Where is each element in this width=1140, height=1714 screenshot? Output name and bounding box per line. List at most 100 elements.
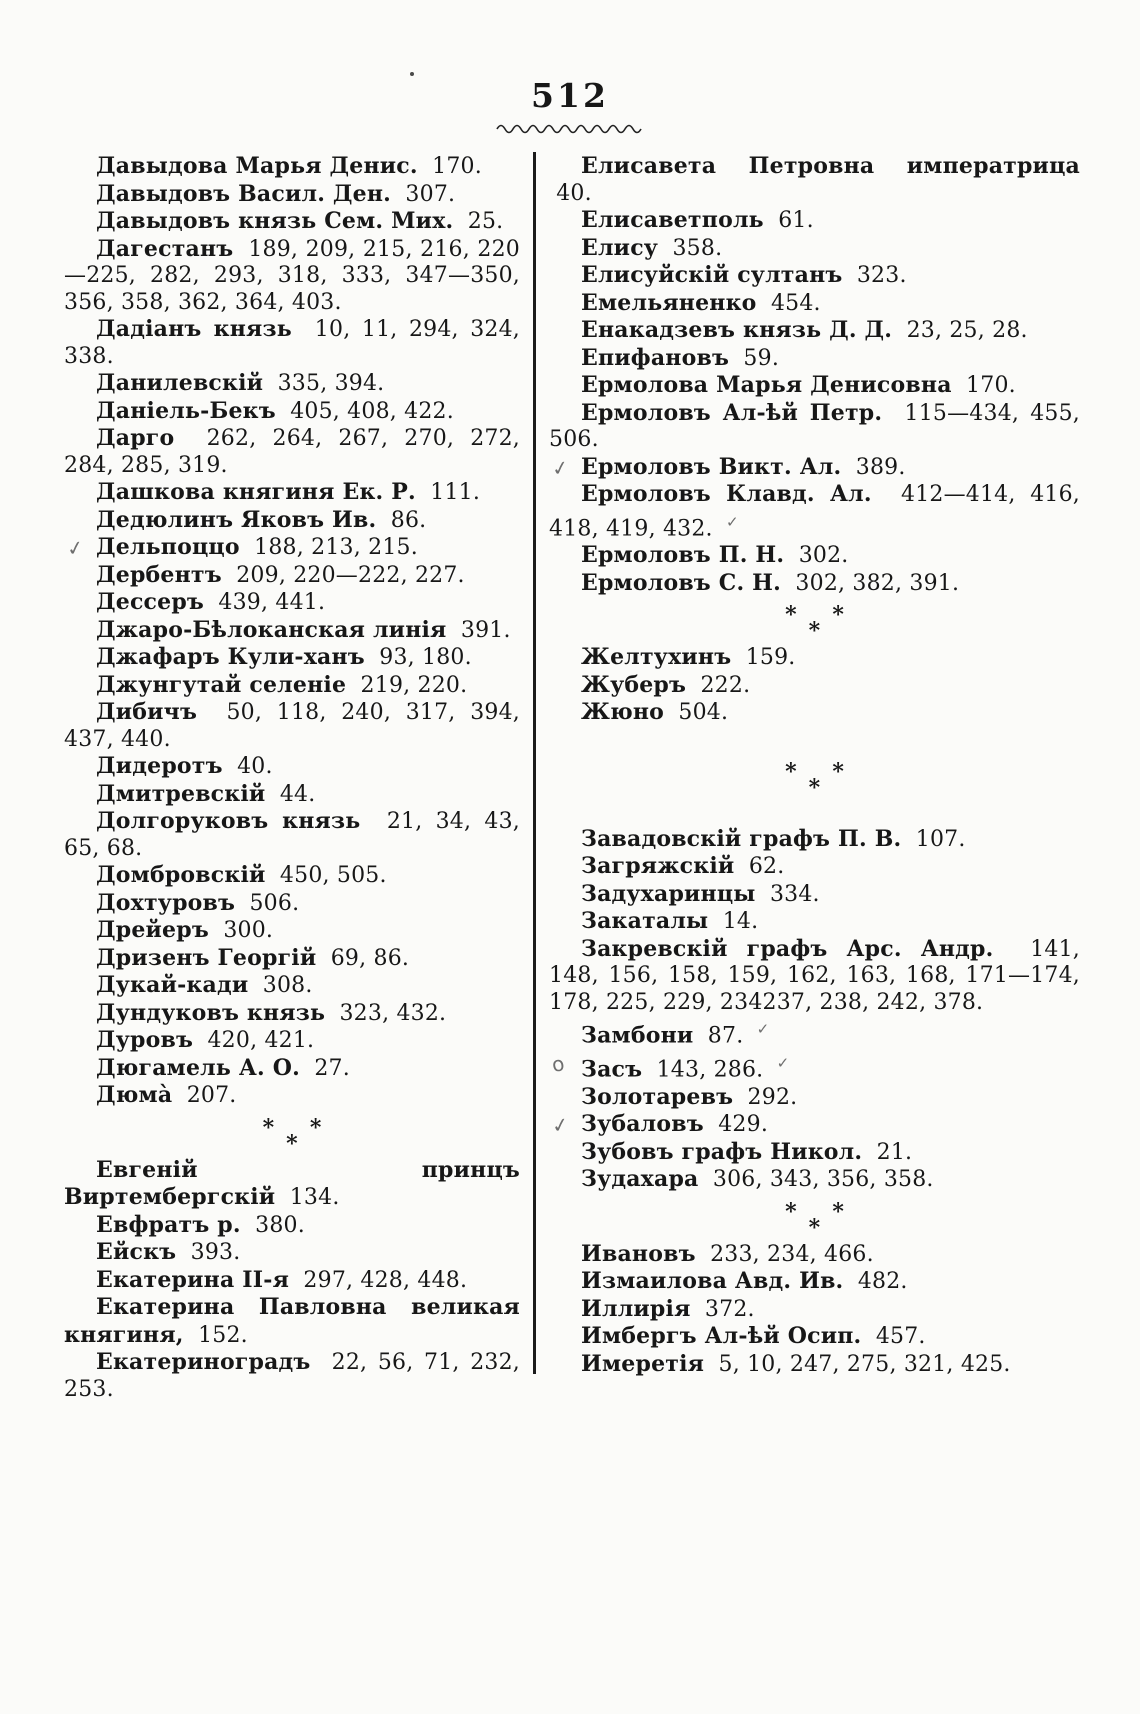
asterisk-row: * bbox=[808, 774, 821, 801]
entry-term: Завадовскій графъ П. В. bbox=[581, 825, 902, 852]
entry-pages: 209, 220—222, 227. bbox=[229, 562, 465, 588]
entry-term: Дюгамель А. О. bbox=[96, 1054, 300, 1081]
entry-pages: 152. bbox=[190, 1322, 248, 1348]
entry-term: Елису bbox=[581, 234, 659, 261]
entry-term: Давыдова Марья Денис. bbox=[96, 153, 418, 179]
entry-term: Елисаветполь bbox=[581, 207, 764, 233]
entry-pages: 222. bbox=[693, 672, 751, 698]
entry-pages: 454. bbox=[763, 290, 821, 316]
entry-term: Екатерина Павловна великая княгиня, bbox=[64, 1294, 520, 1348]
entry-term: Дмитревскій bbox=[96, 780, 266, 807]
entry-term: Дохтуровъ bbox=[96, 889, 236, 916]
asterisk-row: * * bbox=[785, 1198, 858, 1225]
entry-term: Домбровскій bbox=[96, 862, 266, 888]
entry-term: Дербентъ bbox=[96, 561, 222, 588]
entry-term: Ермоловъ Викт. Ал. bbox=[581, 453, 842, 480]
index-entry: Данилевскій 335, 394. bbox=[64, 370, 520, 398]
index-entry: Елисавета Петровна императрица 40. bbox=[549, 153, 1080, 207]
entry-pages: 482. bbox=[850, 1269, 908, 1295]
pencil-check-icon: ✓ bbox=[65, 534, 86, 562]
page-number: 512 bbox=[531, 76, 609, 115]
index-entry: Давыдова Марья Денис. 170. bbox=[64, 153, 520, 181]
index-entry: Долгоруковъ князь 21, 34, 43, 65, 68. bbox=[64, 808, 520, 862]
index-entry: Енакадзевъ князь Д. Д. 23, 25, 28. bbox=[549, 317, 1080, 345]
entry-pages: 306, 343, 356, 358. bbox=[705, 1167, 934, 1193]
entry-pages: 334. bbox=[762, 881, 820, 907]
index-entry: Ермоловъ П. Н. 302. bbox=[549, 542, 1080, 570]
entry-term: Емельяненко bbox=[581, 289, 757, 316]
entry-term: Закаталы bbox=[581, 908, 709, 935]
pencil-check-icon: ✓ bbox=[756, 1020, 770, 1039]
entry-term: Дессеръ bbox=[96, 589, 205, 615]
index-entry: Дуровъ 420, 421. bbox=[64, 1027, 520, 1055]
entry-term: Ермолова Марья Денисовна bbox=[581, 372, 952, 398]
entry-pages: 14. bbox=[715, 909, 759, 935]
entry-pages: 170. bbox=[958, 373, 1016, 398]
index-entry: Дундуковъ князь 323, 432. bbox=[64, 1000, 520, 1028]
index-entry: Дмитревскій 44. bbox=[64, 781, 520, 809]
index-column-right: Елисавета Петровна императрица 40. Елиса… bbox=[549, 153, 1080, 1378]
asterisk-row: * bbox=[808, 618, 821, 645]
index-entry: Дашкова княгиня Ек. Р. 111. bbox=[64, 479, 520, 507]
entry-pages: 10, 11, 294, 324, 338. bbox=[64, 317, 520, 369]
entry-pages: 59. bbox=[736, 345, 780, 371]
section-separator: * * * bbox=[64, 1117, 520, 1157]
index-entry: Екатерина II-я 297, 428, 448. bbox=[64, 1267, 520, 1295]
entry-term: Ивановъ bbox=[581, 1240, 696, 1267]
entry-pages: 393. bbox=[183, 1240, 241, 1265]
index-entry: Дарго 262, 264, 267, 270, 272, 284, 285,… bbox=[64, 425, 520, 479]
entry-term: Дашкова княгиня Ек. Р. bbox=[96, 479, 416, 505]
entry-term: Иллирія bbox=[581, 1295, 691, 1322]
entry-term: Евфратъ р. bbox=[96, 1211, 241, 1238]
entry-term: Дрейеръ bbox=[96, 917, 209, 943]
entry-term: Ермоловъ Клавд. Ал. bbox=[581, 481, 872, 507]
entry-pages: 170. bbox=[424, 154, 482, 179]
index-entry: Жюно 504. bbox=[549, 699, 1080, 727]
index-entry: Загряжскій 62. bbox=[549, 853, 1080, 881]
entry-term: Задухаринцы bbox=[581, 880, 756, 907]
index-entry: Зудахара 306, 343, 356, 358. bbox=[549, 1166, 1080, 1194]
index-entry: Джунгутай селеніе 219, 220. bbox=[64, 672, 520, 700]
index-entry: Имбергъ Ал-ѣй Осип. 457. bbox=[549, 1323, 1080, 1351]
index-entry: Имеретія 5, 10, 247, 275, 321, 425. bbox=[549, 1351, 1080, 1379]
entry-term: Дидеротъ bbox=[96, 753, 223, 779]
entry-pages: 141, 148, 156, 158, 159, 162, 163, 168, … bbox=[549, 936, 1080, 1015]
entry-term: Измаилова Авд. Ив. bbox=[581, 1268, 844, 1295]
index-entry: Дюгамель А. О. 27. bbox=[64, 1055, 520, 1083]
entry-pages: 439, 441. bbox=[211, 590, 326, 615]
section-separator: * * * bbox=[549, 758, 1080, 801]
index-entry: Евфратъ р. 380. bbox=[64, 1212, 520, 1240]
index-entry: ✓ Дельпоццо 188, 213, 215. bbox=[64, 534, 520, 562]
entry-pages: 506. bbox=[242, 890, 300, 916]
entry-pages: 504. bbox=[671, 700, 729, 726]
index-entry: Емельяненко 454. bbox=[549, 290, 1080, 318]
entry-term: Дагестанъ bbox=[96, 235, 234, 262]
entry-pages: 307. bbox=[398, 181, 456, 207]
entry-pages: 262, 264, 267, 270, 272, 284, 285, 319. bbox=[64, 426, 520, 478]
asterisk-row: * * bbox=[785, 758, 858, 785]
entry-pages: 308. bbox=[255, 973, 313, 998]
index-entry: Жуберъ 222. bbox=[549, 672, 1080, 700]
index-entry: Закаталы 14. bbox=[549, 908, 1080, 936]
index-entry: Дукай-кади 308. bbox=[64, 972, 520, 1000]
index-entry: Елисаветполь 61. bbox=[549, 207, 1080, 235]
section-separator: * * * bbox=[549, 604, 1080, 645]
index-entry: Замбони 87. ✓ bbox=[549, 1016, 1080, 1050]
entry-pages: 233, 234, 466. bbox=[702, 1241, 874, 1267]
index-entry: Екатериноградъ 22, 56, 71, 232, 253. bbox=[64, 1349, 520, 1403]
entry-term: Зудахара bbox=[581, 1166, 699, 1193]
entry-pages: 115—434, 455, 506. bbox=[549, 400, 1080, 453]
entry-term: Епифановъ bbox=[581, 344, 730, 371]
entry-pages: 219, 220. bbox=[353, 672, 468, 698]
entry-pages: 302. bbox=[791, 543, 849, 569]
entry-term: Желтухинъ bbox=[581, 644, 732, 671]
index-entry: Ермоловъ С. Н. 302, 382, 391. bbox=[549, 570, 1080, 598]
index-entry: Ермолова Марья Денисовна 170. bbox=[549, 372, 1080, 400]
entry-pages: 40. bbox=[549, 180, 592, 206]
entry-term: Замбони bbox=[581, 1022, 694, 1049]
entry-pages: 391. bbox=[453, 617, 511, 643]
asterisk-row: * bbox=[286, 1130, 298, 1157]
entry-pages: 23, 25, 28. bbox=[899, 318, 1028, 343]
entry-term: Дукай-кади bbox=[96, 972, 249, 998]
